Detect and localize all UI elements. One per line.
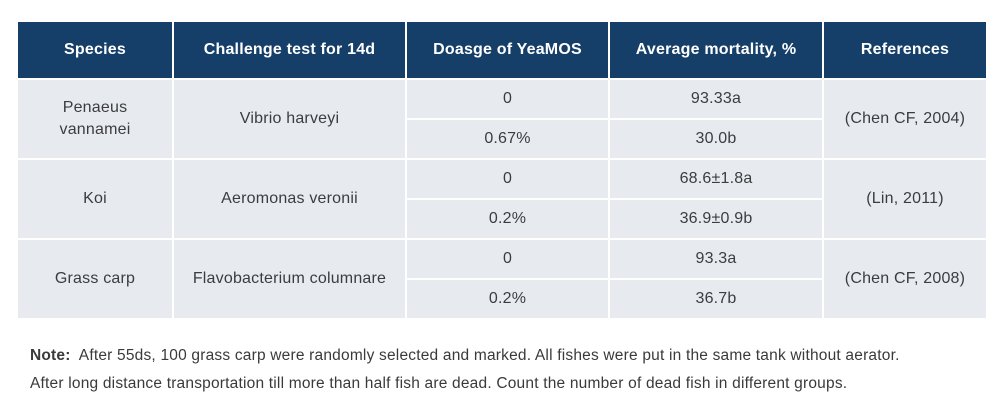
table-row: Penaeus vannamei Vibrio harveyi 0 93.33a… <box>16 78 988 160</box>
reference-cell: (Chen CF, 2004) <box>822 78 988 160</box>
table-row: Grass carp Flavobacterium columnare 0 93… <box>16 238 988 320</box>
note-text-2: After long distance transportation till … <box>30 375 848 392</box>
mortality-cell: 93.33a <box>608 78 824 120</box>
species-cell: Koi <box>16 158 174 240</box>
note-line-2: After long distance transportation till … <box>30 370 980 398</box>
note-label: Note: <box>30 347 71 364</box>
mortality-table: Species Challenge test for 14d Doasge of… <box>16 20 988 320</box>
dosage-cell: 0 <box>405 238 610 280</box>
challenge-cell: Vibrio harveyi <box>172 78 407 160</box>
col-header-challenge: Challenge test for 14d <box>172 20 407 80</box>
mortality-cell: 30.0b <box>608 118 824 160</box>
species-cell: Penaeus vannamei <box>16 78 174 160</box>
mortality-cell: 93.3a <box>608 238 824 280</box>
dosage-cell: 0.2% <box>405 278 610 320</box>
reference-cell: (Chen CF, 2008) <box>822 238 988 320</box>
header-row: Species Challenge test for 14d Doasge of… <box>16 20 988 80</box>
dosage-cell: 0 <box>405 158 610 200</box>
table-row: 0.2% 36.7b <box>17 278 987 320</box>
species-cell: Grass carp <box>16 238 174 320</box>
note-block: Note: After 55ds, 100 grass carp were ra… <box>30 342 980 398</box>
table-row: 0.2% 36.9±0.9b <box>17 198 987 240</box>
col-header-mortality: Average mortality, % <box>608 20 824 80</box>
dosage-cell: 0 <box>405 78 610 120</box>
reference-cell: (Lin, 2011) <box>822 158 988 240</box>
table-row: 0.67% 30.0b <box>17 118 987 160</box>
dosage-cell: 0.2% <box>405 198 610 240</box>
mortality-cell: 68.6±1.8a <box>608 158 824 200</box>
col-header-species: Species <box>16 20 174 80</box>
table-row: Koi Aeromonas veronii 0 68.6±1.8a (Lin, … <box>16 158 988 240</box>
challenge-cell: Aeromonas veronii <box>172 158 407 240</box>
dosage-cell: 0.67% <box>405 118 610 160</box>
col-header-references: References <box>822 20 988 80</box>
col-header-dosage: Doasge of YeaMOS <box>405 20 610 80</box>
note-text-1: After 55ds, 100 grass carp were randomly… <box>78 347 900 364</box>
note-line-1: Note: After 55ds, 100 grass carp were ra… <box>30 342 980 370</box>
mortality-cell: 36.9±0.9b <box>608 198 824 240</box>
mortality-cell: 36.7b <box>608 278 824 320</box>
challenge-cell: Flavobacterium columnare <box>172 238 407 320</box>
